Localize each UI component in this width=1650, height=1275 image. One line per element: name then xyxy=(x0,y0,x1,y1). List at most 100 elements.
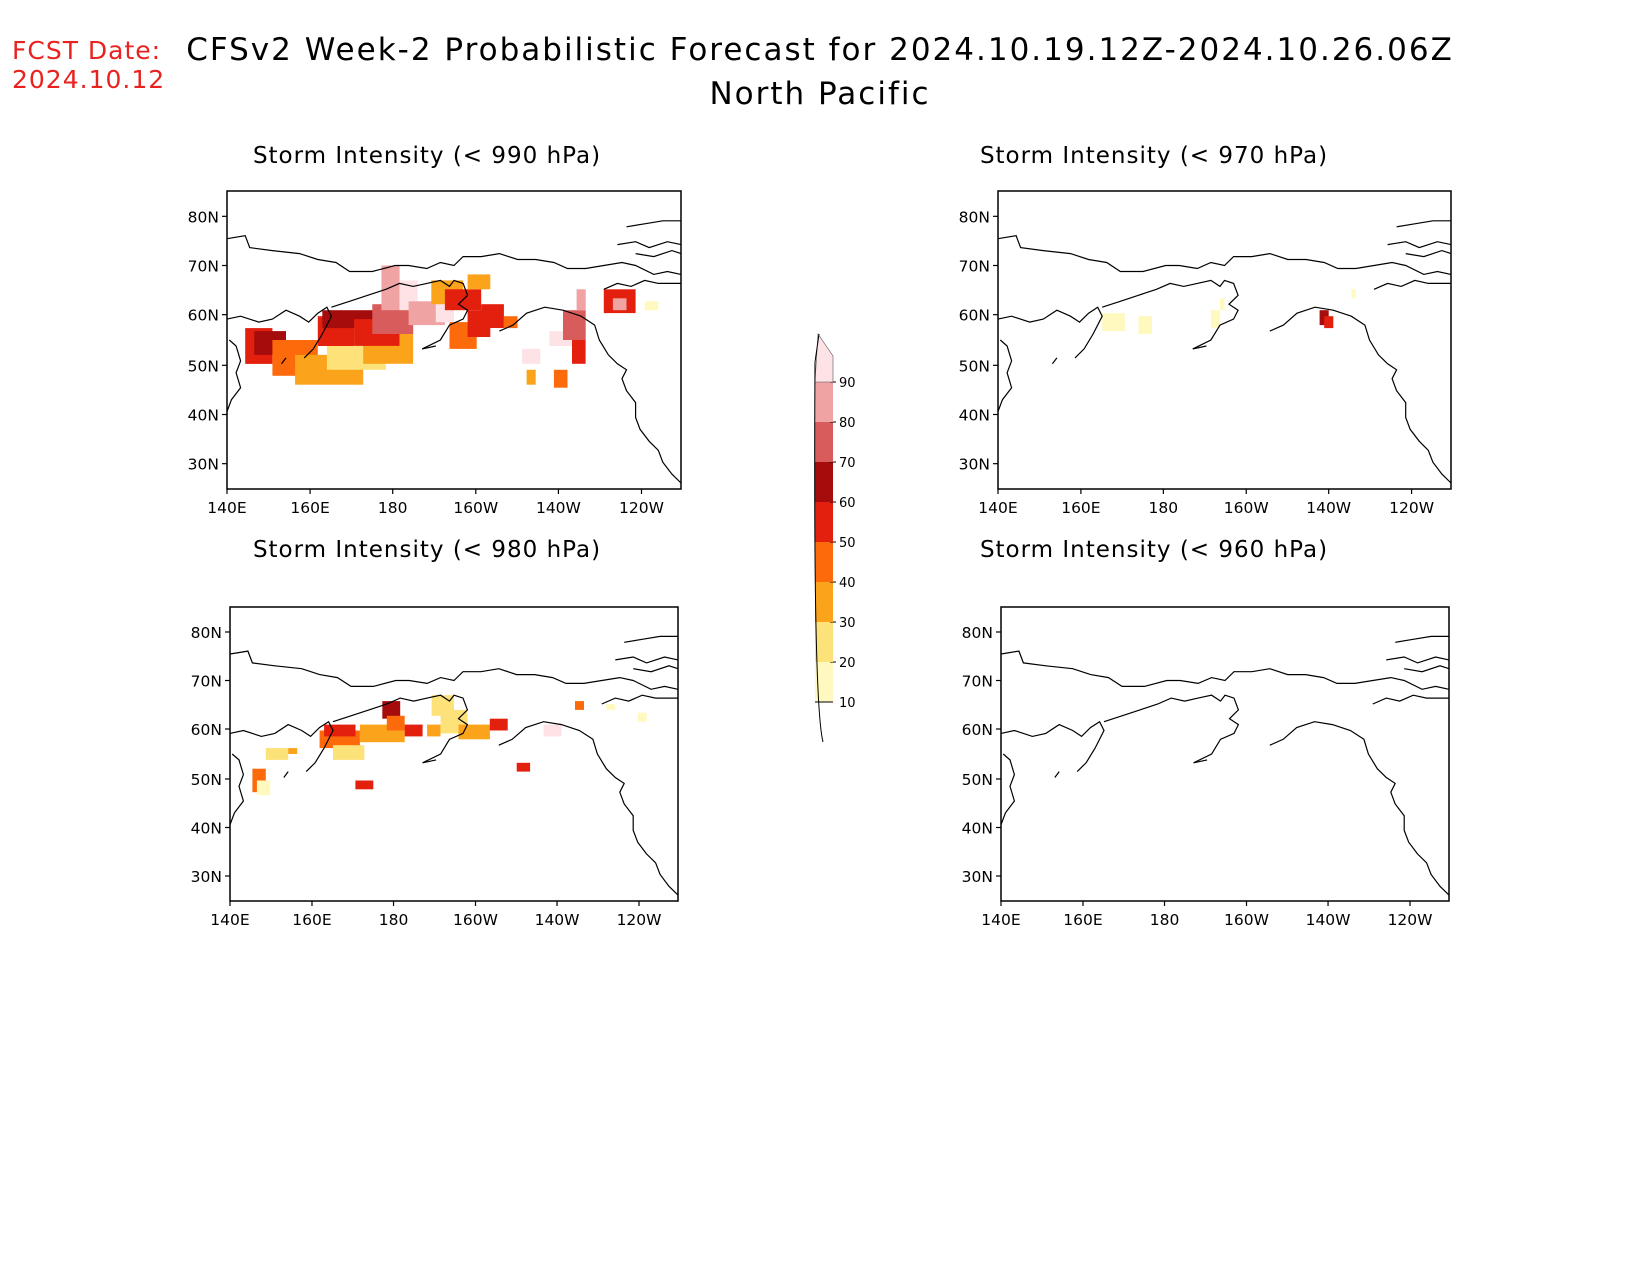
coastline xyxy=(1396,220,1451,228)
coastline xyxy=(1395,635,1449,643)
coastline xyxy=(1269,721,1450,896)
lon-tick-label: 120W xyxy=(1389,499,1434,517)
coastline xyxy=(617,241,682,249)
lon-tick-label: 160E xyxy=(1063,911,1102,929)
colorbar-swatch xyxy=(815,582,833,622)
coastline xyxy=(1000,720,1105,773)
probability-cell xyxy=(1102,313,1125,332)
lat-tick-label: 30N xyxy=(962,868,993,886)
coastline xyxy=(1269,306,1452,484)
lat-tick-label: 80N xyxy=(188,208,219,226)
probability-cell xyxy=(427,724,441,737)
probability-cell xyxy=(1319,310,1329,326)
lat-tick-label: 50N xyxy=(959,357,990,375)
coastline xyxy=(1054,771,1060,778)
lon-tick-label: 160E xyxy=(1061,499,1100,517)
lon-tick-label: 140E xyxy=(978,499,1017,517)
probability-cell xyxy=(612,298,627,311)
lon-tick-label: 120W xyxy=(1388,911,1433,929)
lon-tick-label: 180 xyxy=(1150,911,1180,929)
coastline xyxy=(1387,241,1452,249)
lon-tick-label: 160W xyxy=(1224,911,1269,929)
probability-cell xyxy=(467,274,491,290)
colorbar-label: 80 xyxy=(839,416,856,431)
coastline xyxy=(226,235,682,276)
probability-cell xyxy=(606,704,616,710)
probability-cell xyxy=(256,780,271,796)
colorbar: 10 20 30 40 50 60 70 80 90 xyxy=(814,333,856,743)
probability-cell xyxy=(637,712,647,722)
colorbar-label: 10 xyxy=(839,696,856,711)
lat-tick-label: 30N xyxy=(191,868,222,886)
coastline xyxy=(615,656,679,664)
probability-cell xyxy=(503,316,518,329)
lon-tick-label: 140E xyxy=(981,911,1020,929)
coastline xyxy=(1102,279,1239,350)
coastline xyxy=(1193,759,1208,764)
lat-tick-label: 40N xyxy=(188,407,219,425)
colorbar-label: 90 xyxy=(839,376,856,391)
colorbar-label: 50 xyxy=(839,536,856,551)
coastline xyxy=(601,694,678,705)
probability-cell xyxy=(355,780,374,790)
lat-tick-label: 80N xyxy=(962,624,993,642)
coastline xyxy=(283,771,289,778)
map-panel-p960: 140E 160E 180 160W 140W 120W 80N 70N 60N 50N 40N 30… xyxy=(962,606,1450,929)
panel-title-970: Storm Intensity (< 970 hPa) xyxy=(979,143,1329,169)
lat-tick-label: 70N xyxy=(191,673,222,691)
probability-cell xyxy=(489,718,508,731)
coastline xyxy=(281,357,287,365)
map-panel-p990: 140E 160E 180 160W 140W 120W 80N 70N 60N 50N 40N 30… xyxy=(188,190,682,517)
coastline xyxy=(633,665,679,673)
coastline xyxy=(229,753,245,825)
lon-tick-label: 180 xyxy=(378,499,408,517)
lat-tick-label: 30N xyxy=(188,456,219,474)
probability-cell xyxy=(288,748,298,754)
colorbar-label: 70 xyxy=(839,456,856,471)
colorbar-swatch xyxy=(815,502,833,542)
colorbar-label: 60 xyxy=(839,496,856,511)
probability-cell xyxy=(543,724,562,737)
lat-tick-label: 70N xyxy=(959,258,990,276)
probability-cell xyxy=(572,340,586,364)
fcst-label: FCST Date: xyxy=(12,36,162,65)
lon-tick-label: 160W xyxy=(453,911,498,929)
coastline xyxy=(422,345,436,350)
map-frame xyxy=(229,606,679,902)
region-title: North Pacific xyxy=(709,76,931,112)
forecast-date-label: FCST Date: 2024.10.12 xyxy=(12,36,165,94)
coastline xyxy=(331,279,469,350)
lon-tick-label: 140W xyxy=(536,499,581,517)
colorbar-label: 20 xyxy=(839,656,856,671)
lat-tick-label: 80N xyxy=(191,624,222,642)
probability-cell xyxy=(516,762,531,772)
lat-tick-label: 60N xyxy=(959,307,990,325)
lat-tick-label: 60N xyxy=(962,721,993,739)
probability-cell xyxy=(481,304,504,328)
lat-tick-label: 60N xyxy=(188,307,219,325)
lon-tick-label: 160E xyxy=(292,911,331,929)
probability-cell xyxy=(575,701,584,710)
coastline xyxy=(624,635,678,643)
colorbar-label: 30 xyxy=(839,616,856,631)
lat-tick-label: 30N xyxy=(959,456,990,474)
lon-tick-label: 180 xyxy=(1149,499,1179,517)
coastline xyxy=(499,306,682,484)
lon-tick-label: 120W xyxy=(617,911,662,929)
probability-cell xyxy=(458,724,490,740)
probability-cell xyxy=(576,289,586,311)
map-panel-p970: 140E 160E 180 160W 140W 120W 80N 70N 60N 50N 40N 30… xyxy=(959,190,1452,517)
coastline xyxy=(603,279,681,290)
lon-tick-label: 160W xyxy=(453,499,498,517)
panel-title-960: Storm Intensity (< 960 hPa) xyxy=(979,537,1329,563)
coastline xyxy=(1404,665,1450,673)
coastline xyxy=(1386,656,1450,664)
lat-tick-label: 40N xyxy=(959,407,990,425)
lat-tick-label: 60N xyxy=(191,721,222,739)
fcst-date: 2024.10.12 xyxy=(12,65,166,94)
lon-tick-label: 160W xyxy=(1224,499,1269,517)
probability-cell xyxy=(382,701,401,719)
probability-cell xyxy=(333,745,365,760)
lat-tick-label: 50N xyxy=(962,771,993,789)
